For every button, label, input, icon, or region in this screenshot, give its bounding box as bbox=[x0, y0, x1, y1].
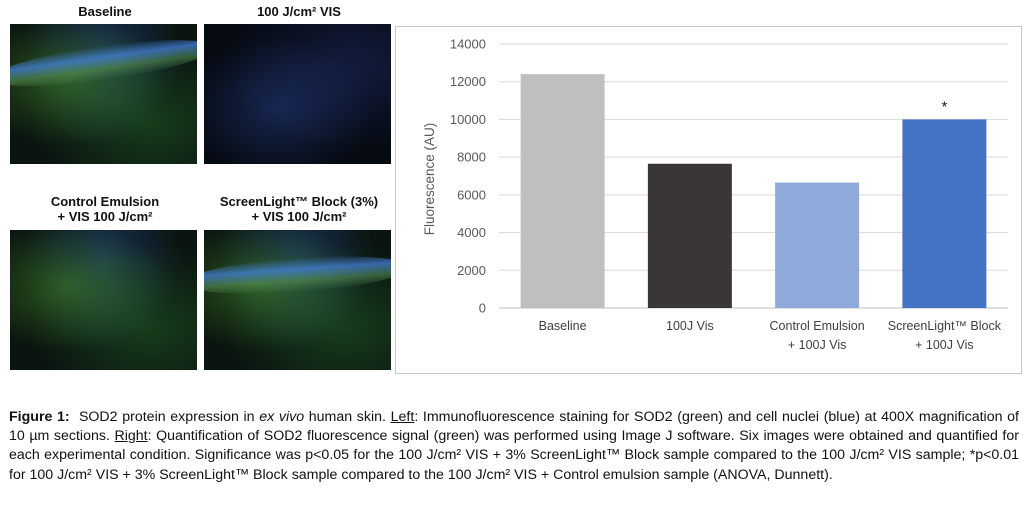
bar bbox=[520, 74, 605, 308]
panel-label-screenlight: ScreenLight™ Block (3%) + VIS 100 J/cm² bbox=[200, 194, 398, 224]
epidermis-band bbox=[10, 30, 197, 96]
x-category-labels: Baseline 100J Vis Control Emulsion + 100J V… bbox=[539, 319, 1002, 352]
caption-right-text: : Quantification of SOD2 fluorescence si… bbox=[9, 428, 1019, 483]
bars bbox=[520, 74, 987, 308]
figure-caption: Figure 1: SOD2 protein expression in ex … bbox=[9, 408, 1019, 485]
panel-label-control-line1: Control Emulsion bbox=[50, 194, 160, 209]
panel-label-vis: 100 J/cm² VIS bbox=[257, 4, 341, 19]
y-tick-label: 14000 bbox=[450, 37, 486, 52]
panel-label-screenlight-line1: ScreenLight™ Block (3%) bbox=[219, 194, 379, 209]
y-tick-label: 10000 bbox=[450, 112, 486, 127]
bar bbox=[902, 119, 987, 308]
x-category-label: Control Emulsion bbox=[770, 319, 865, 333]
caption-right-label: Right bbox=[114, 428, 148, 445]
bar-chart: 0 2000 4000 6000 8000 10000 12000 14000 Baselin… bbox=[395, 26, 1022, 374]
y-tick-label: 6000 bbox=[457, 187, 486, 202]
x-category-label: Baseline bbox=[539, 319, 587, 333]
panel-label-control-line2: + VIS 100 J/cm² bbox=[57, 209, 153, 224]
caption-left-label: Left bbox=[390, 409, 415, 425]
micrograph-screenlight bbox=[204, 230, 391, 370]
panel-label-screenlight-line2: + VIS 100 J/cm² bbox=[251, 209, 347, 224]
caption-text-2: human skin. bbox=[308, 409, 386, 425]
micrograph-control bbox=[10, 230, 197, 370]
panel-label-control: Control Emulsion + VIS 100 J/cm² bbox=[10, 194, 200, 224]
y-tick-label: 4000 bbox=[457, 225, 486, 240]
bar bbox=[775, 182, 860, 308]
caption-left-text: : Immunofluorescence staining for SOD2 (… bbox=[9, 409, 1019, 445]
annotations: * bbox=[941, 98, 947, 115]
y-tick-label: 0 bbox=[479, 301, 486, 316]
bar bbox=[647, 163, 732, 308]
y-tick-label: 2000 bbox=[457, 263, 486, 278]
bar-chart-svg: 0 2000 4000 6000 8000 10000 12000 14000 Baselin… bbox=[422, 37, 1008, 352]
y-tick-label: 8000 bbox=[457, 150, 486, 165]
x-category-label: ScreenLight™ Block bbox=[888, 319, 1002, 333]
micrograph-vis bbox=[204, 24, 391, 164]
x-category-label: 100J Vis bbox=[666, 319, 714, 333]
y-tick-label: 12000 bbox=[450, 74, 486, 89]
y-axis-label: Fluorescence (AU) bbox=[422, 123, 437, 236]
micrograph-baseline bbox=[10, 24, 197, 164]
panel-label-baseline: Baseline bbox=[78, 4, 132, 19]
x-category-label: + 100J Vis bbox=[915, 338, 974, 352]
epidermis-band bbox=[204, 250, 391, 300]
x-category-label: + 100J Vis bbox=[788, 338, 847, 352]
figure-label: Figure 1: bbox=[9, 409, 70, 425]
y-tick-labels: 0 2000 4000 6000 8000 10000 12000 14000 bbox=[450, 37, 486, 316]
caption-text-1: SOD2 protein expression in bbox=[78, 409, 255, 425]
significance-marker: * bbox=[941, 98, 947, 115]
caption-ex-vivo: ex vivo bbox=[259, 409, 305, 425]
